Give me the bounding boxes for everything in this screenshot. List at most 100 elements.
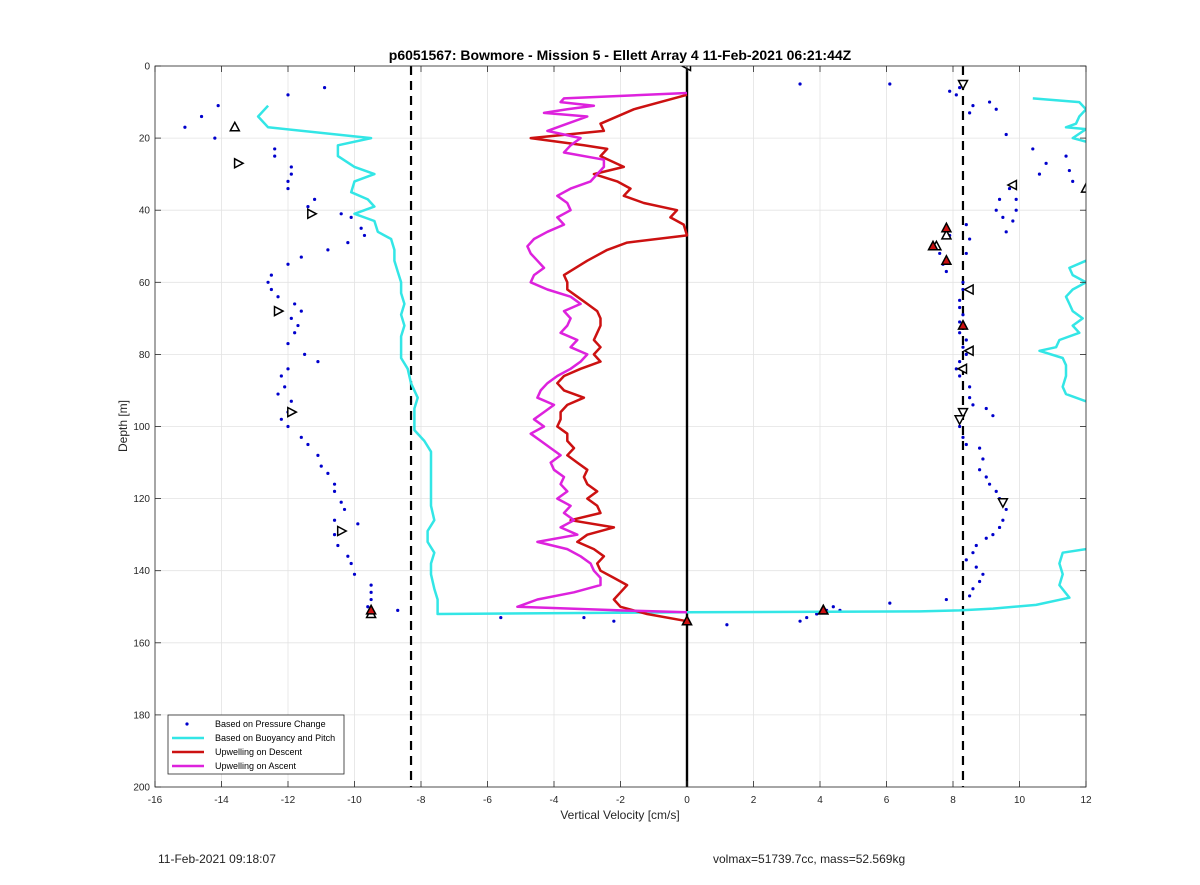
pressure-point bbox=[612, 619, 616, 623]
pressure-point bbox=[964, 251, 968, 256]
x-tick-label: -14 bbox=[214, 795, 229, 806]
pressure-point bbox=[1071, 179, 1075, 183]
open-triangle-marker bbox=[953, 415, 966, 426]
pressure-point bbox=[961, 287, 965, 292]
pressure-point bbox=[964, 352, 968, 356]
pressure-point bbox=[944, 597, 948, 602]
pressure-point bbox=[991, 533, 995, 537]
pressure-point bbox=[322, 86, 327, 90]
open-triangle-marker bbox=[940, 228, 953, 240]
pressure-point bbox=[1007, 186, 1012, 191]
legend-label-pressure: Based on Pressure Change bbox=[215, 719, 326, 729]
pressure-point bbox=[888, 82, 892, 86]
open-triangle-marker bbox=[307, 208, 318, 220]
pressure-point bbox=[964, 223, 968, 227]
pressure-point bbox=[1037, 172, 1042, 176]
pressure-point bbox=[362, 233, 367, 238]
pressure-point bbox=[286, 367, 290, 371]
pressure-point bbox=[978, 468, 982, 472]
pressure-point bbox=[289, 172, 293, 176]
x-tick-label: -4 bbox=[550, 795, 559, 806]
pressure-point bbox=[994, 208, 998, 212]
open-triangle-marker bbox=[962, 345, 974, 357]
pressure-point bbox=[216, 104, 220, 108]
legend-swatch-pressure bbox=[185, 722, 189, 726]
open-triangle-marker bbox=[997, 497, 1009, 509]
pressure-point bbox=[968, 594, 972, 598]
pressure-point bbox=[289, 399, 293, 403]
pressure-point bbox=[958, 331, 962, 335]
pressure-point bbox=[296, 323, 300, 328]
grid-lines bbox=[154, 65, 1087, 788]
pressure-point bbox=[971, 104, 975, 108]
y-tick-label: 60 bbox=[139, 278, 151, 289]
pressure-point bbox=[352, 572, 357, 576]
pressure-point bbox=[968, 237, 972, 241]
x-axis-label: Vertical Velocity [cm/s] bbox=[560, 808, 679, 822]
pressure-point bbox=[339, 212, 343, 216]
pressure-point bbox=[319, 464, 323, 468]
open-triangle-marker bbox=[233, 157, 245, 170]
pressure-point bbox=[332, 533, 337, 537]
y-tick-label: 80 bbox=[139, 350, 151, 361]
open-triangle-marker bbox=[273, 305, 285, 317]
ascent-series-line bbox=[516, 91, 688, 614]
pressure-point bbox=[964, 558, 968, 562]
legend: Based on Pressure Change Based on Buoyan… bbox=[167, 714, 345, 775]
pressure-point bbox=[293, 331, 297, 335]
pressure-point bbox=[997, 525, 1002, 530]
pressure-point bbox=[1004, 507, 1008, 512]
pressure-point bbox=[313, 197, 317, 201]
pressure-point bbox=[725, 623, 729, 627]
buoyancy-series-line bbox=[256, 104, 1086, 616]
pressure-point bbox=[981, 457, 985, 461]
pressure-point bbox=[805, 615, 809, 620]
pressure-point bbox=[326, 248, 330, 252]
pressure-point bbox=[968, 111, 972, 115]
footer-volmax-mass: volmax=51739.7cc, mass=52.569kg bbox=[713, 852, 906, 866]
x-tick-label: -8 bbox=[417, 795, 426, 806]
y-tick-label: 140 bbox=[133, 566, 150, 577]
legend-box bbox=[167, 714, 345, 775]
pressure-point bbox=[1011, 219, 1015, 223]
pressure-point bbox=[346, 241, 350, 245]
pressure-point bbox=[1004, 230, 1008, 234]
pressure-point bbox=[994, 489, 998, 493]
pressure-point bbox=[326, 471, 330, 475]
open-triangle-marker bbox=[957, 407, 969, 419]
pressure-point bbox=[974, 543, 978, 548]
pressure-point bbox=[183, 125, 187, 129]
pressure-point bbox=[961, 345, 965, 349]
buoyancy-series-line bbox=[1032, 97, 1086, 143]
pressure-point bbox=[299, 309, 303, 313]
pressure-point bbox=[1067, 168, 1071, 173]
tick-labels: -16 -14 -12 -10 -8 -6 -4 -2 0 2 4 6 8 10 1202040608010… bbox=[133, 62, 1092, 807]
filled-triangle-marker bbox=[681, 614, 693, 626]
pressure-point bbox=[984, 475, 988, 479]
pressure-point bbox=[332, 518, 337, 522]
pressure-point bbox=[938, 251, 942, 256]
pressure-point bbox=[286, 262, 290, 266]
pressure-point bbox=[316, 453, 320, 457]
pressure-point bbox=[286, 179, 290, 183]
pressure-point bbox=[289, 316, 293, 320]
pressure-point bbox=[279, 417, 283, 421]
y-tick-label: 180 bbox=[133, 710, 150, 721]
pressure-point bbox=[978, 579, 982, 584]
y-tick-label: 20 bbox=[139, 134, 151, 145]
pressure-point bbox=[958, 320, 962, 324]
pressure-point bbox=[958, 360, 962, 364]
pressure-point bbox=[831, 605, 835, 609]
pressure-point bbox=[1064, 154, 1068, 158]
pressure-point bbox=[286, 341, 290, 346]
pressure-point bbox=[964, 338, 968, 342]
filled-triangle-marker bbox=[927, 239, 939, 251]
pressure-point bbox=[958, 298, 962, 302]
pressure-point bbox=[958, 374, 962, 378]
pressure-point bbox=[798, 619, 802, 623]
filled-triangle-marker bbox=[940, 254, 953, 265]
pressure-point bbox=[961, 280, 965, 284]
y-tick-label: 100 bbox=[133, 422, 150, 433]
open-triangle-marker bbox=[962, 283, 974, 296]
pressure-point bbox=[332, 489, 337, 493]
